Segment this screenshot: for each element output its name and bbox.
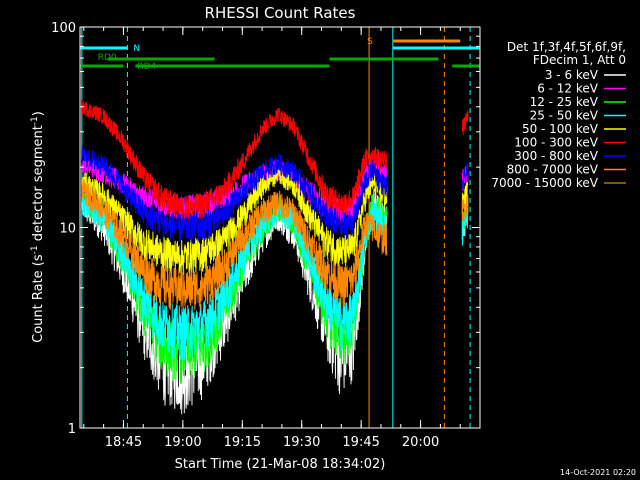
legend-entry-label: 800 - 7000 keV: [507, 163, 599, 177]
y-axis-label: Count Rate (s-1 detector segment-1): [30, 111, 46, 343]
legend-entry-label: 300 - 800 keV: [514, 149, 598, 163]
y-tick-label: 10: [59, 222, 76, 237]
legend-entry-label: 100 - 300 keV: [514, 136, 598, 150]
series-line: [81, 163, 388, 275]
legend-entry-label: 12 - 25 keV: [530, 95, 599, 109]
x-axis-label: Start Time (21-Mar-08 18:34:02): [175, 457, 386, 472]
legend: Det 1f,3f,4f,5f,6f,9f,FDecim 1, Att 03 -…: [491, 40, 626, 190]
x-tick-label: 19:30: [283, 435, 320, 450]
segments-layer: N RD0 RD4 S: [80, 37, 480, 72]
legend-entry-label: 6 - 12 keV: [537, 82, 599, 96]
x-tick-label: 19:45: [342, 435, 379, 450]
y-tick-label: 100: [51, 21, 76, 36]
series-line: [81, 99, 388, 223]
y-tick-label: 1: [68, 422, 76, 437]
legend-header: FDecim 1, Att 0: [533, 53, 626, 67]
legend-header: Det 1f,3f,4f,5f,6f,9f,: [507, 40, 626, 54]
segment-label: N: [133, 44, 140, 54]
series-line: [461, 110, 469, 136]
series-line: [461, 196, 469, 222]
series-line: [81, 178, 388, 311]
legend-entry-label: 25 - 50 keV: [530, 109, 599, 123]
series-line: [81, 192, 388, 361]
x-tick-label: 20:00: [402, 435, 439, 450]
x-tick-label: 18:45: [105, 435, 142, 450]
legend-entry-label: 7000 - 15000 keV: [491, 176, 598, 190]
footer-stamp: 14-Oct-2021 02:20: [560, 468, 636, 477]
series-line: [461, 162, 469, 193]
series-line: [81, 146, 388, 244]
chart-title: RHESSI Count Rates: [205, 4, 356, 22]
x-tick-label: 19:00: [164, 435, 201, 450]
segment-label: S: [367, 37, 373, 47]
segment-label: RD4: [137, 62, 156, 72]
legend-entry-label: 3 - 6 keV: [545, 68, 599, 82]
legend-entry-label: 50 - 100 keV: [522, 122, 599, 136]
x-tick-label: 19:15: [224, 435, 261, 450]
segment-label: RD0: [98, 53, 117, 63]
series-layer: [81, 99, 469, 415]
ticks-layer: 18:45 19:00 19:15 19:30 19:45 20:00 1 10 100: [51, 21, 481, 450]
